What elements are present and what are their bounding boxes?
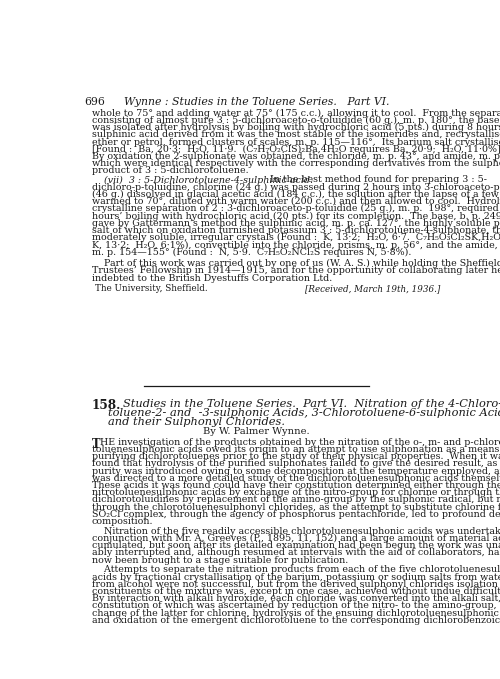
Text: (46 g.) dissolved in glacial acetic acid (184 c.c.), the solution after the laps: (46 g.) dissolved in glacial acetic acid…: [92, 190, 500, 199]
Text: Attempts to separate the nitration products from each of the five chlorotoluenes: Attempts to separate the nitration produ…: [92, 566, 500, 574]
Text: K, 13·2;  H₂O, 6·1%), convertible into the chloride, prisms, m. p. 56°, and the : K, 13·2; H₂O, 6·1%), convertible into th…: [92, 240, 500, 249]
Text: which were identical respectively with the corresponding derivatives from the su: which were identical respectively with t…: [92, 159, 500, 168]
Text: and their Sulphonyl Chlorides.: and their Sulphonyl Chlorides.: [108, 417, 285, 427]
Text: consisting of almost pure 3 : 5-dichloroaceto-o-toluidide (60 g.), m. p. 180°, t: consisting of almost pure 3 : 5-dichloro…: [92, 116, 500, 125]
Text: Wynne : Studies in the Toluene Series.   Part VI.: Wynne : Studies in the Toluene Series. P…: [124, 97, 389, 107]
Text: dichloro-p-toluidine, chlorine (24 g.) was passed during 2 hours into 3-chloroac: dichloro-p-toluidine, chlorine (24 g.) w…: [92, 183, 500, 191]
Text: These acids it was found could have their constitution determined either through: These acids it was found could have thei…: [92, 481, 500, 490]
Text: By interaction with alkali hydroxide, each chloride was converted into the alkal: By interaction with alkali hydroxide, ea…: [92, 594, 500, 603]
Text: acids by fractional crystallisation of the barium, potassium or sodium salts fro: acids by fractional crystallisation of t…: [92, 572, 500, 582]
Text: In the best method found for preparing 3 : 5-: In the best method found for preparing 3…: [264, 175, 487, 185]
Text: m. p. 154—155° (Found :  N, 5·9.  C₇H₅O₂NCl₂S requires N, 5·8%).: m. p. 154—155° (Found : N, 5·9. C₇H₅O₂NC…: [92, 248, 411, 257]
Text: HE investigation of the products obtained by the nitration of the o-, m- and p-c: HE investigation of the products obtaine…: [100, 438, 500, 447]
Text: The University, Sheffield.: The University, Sheffield.: [96, 285, 208, 293]
Text: now been brought to a stage suitable for publication.: now been brought to a stage suitable for…: [92, 555, 348, 565]
Text: hours’ boiling with hydrochloric acid (20 pts.) for its completion.  The base, b: hours’ boiling with hydrochloric acid (2…: [92, 212, 500, 221]
Text: [Found :  Ba, 20·3;  H₂O, 11·9.  (C₇H₇O₂ClS)₂Ba,4H₂O requires Ba, 20·9;  H₂O, 11: [Found : Ba, 20·3; H₂O, 11·9. (C₇H₇O₂ClS…: [92, 145, 500, 154]
Text: whole to 75° and adding water at 75° (175 c.c.), allowing it to cool.  From the : whole to 75° and adding water at 75° (17…: [92, 109, 500, 118]
Text: SO₂Cl complex, through the agency of phosphorus pentachloride, led to profound d: SO₂Cl complex, through the agency of pho…: [92, 510, 500, 519]
Text: constituents of the mixture was, except in one case, achieved without undue diff: constituents of the mixture was, except …: [92, 587, 500, 596]
Text: Trustees’ Fellowship in 1914—1915, and for the opportunity of collaborating late: Trustees’ Fellowship in 1914—1915, and f…: [92, 266, 500, 276]
Text: Studies in the Toluene Series.  Part VI.  Nitration of the 4-Chloro-: Studies in the Toluene Series. Part VI. …: [124, 399, 500, 409]
Text: toluenesulphonic acids owed its origin to an attempt to use sulphonation as a me: toluenesulphonic acids owed its origin t…: [92, 445, 500, 454]
Text: from alcohol were not successful, but from the derived sulphonyl chlorides isola: from alcohol were not successful, but fr…: [92, 580, 500, 589]
Text: dichlorotoluidines by replacement of the amino-group by the sulphonic radical, b: dichlorotoluidines by replacement of the…: [92, 496, 500, 504]
Text: toluene-2- and  -3-sulphonic Acids, 3-Chlorotoluene-6-sulphonic Acid: toluene-2- and -3-sulphonic Acids, 3-Chl…: [108, 408, 500, 418]
Text: was directed to a more detailed study of the dichlorotoluenesulphonic acids them: was directed to a more detailed study of…: [92, 474, 500, 483]
Text: purity was introduced owing to some decomposition at the temperature employed, a: purity was introduced owing to some deco…: [92, 466, 500, 475]
Text: (vii)  3 : 5-Dichlorotoluene-4-sulphinic acid.: (vii) 3 : 5-Dichlorotoluene-4-sulphinic …: [92, 175, 312, 185]
Text: 158.: 158.: [92, 399, 121, 411]
Text: moderately soluble, irregular crystals (Found :  K, 13·2;  H₂O, 6·7.  C₇H₅O₃Cl₂S: moderately soluble, irregular crystals (…: [92, 233, 500, 242]
Text: Nitration of the five readily accessible chlorotoluenesulphonic acids was undert: Nitration of the five readily accessible…: [92, 527, 500, 536]
Text: constitution of which was ascertained by reduction of the nitro- to the amino-gr: constitution of which was ascertained by…: [92, 602, 500, 610]
Text: nitrotoluenesulphonic acids by exchange of the nitro-group for chlorine or throu: nitrotoluenesulphonic acids by exchange …: [92, 488, 500, 497]
Text: salt of which on oxidation furnished potassium 3 : 5-dichlorotoluene-4-sulphonat: salt of which on oxidation furnished pot…: [92, 226, 500, 235]
Text: T: T: [92, 438, 100, 451]
Text: ether or petrol, formed clusters of scales, m. p. 115—116°.  Its barium salt cry: ether or petrol, formed clusters of scal…: [92, 138, 500, 147]
Text: Part of this work was carried out by one of us (W. A. S.) while holding the Shef: Part of this work was carried out by one…: [92, 259, 500, 268]
Text: purifying dichlorotoluenes prior to the study of their physical properties.  Whe: purifying dichlorotoluenes prior to the …: [92, 452, 500, 461]
Text: and oxidation of the emergent dichlorotoluene to the corresponding dichlorobenzo: and oxidation of the emergent dichloroto…: [92, 616, 500, 625]
Text: crystalline separation of 2 : 3-dichloroaceto-p-toluidide (25 g.), m. p.  198°, : crystalline separation of 2 : 3-dichloro…: [92, 204, 500, 213]
Text: product of 3 : 5-dichlorotoluene.: product of 3 : 5-dichlorotoluene.: [92, 166, 248, 175]
Text: found that hydrolysis of the purified sulphonates failed to give the desired res: found that hydrolysis of the purified su…: [92, 460, 500, 469]
Text: change of the latter for chlorine, hydrolysis of the ensuing dichlorotoluenesulp: change of the latter for chlorine, hydro…: [92, 608, 500, 618]
Text: cumulated, but soon after its detailed examination had been begun the work was u: cumulated, but soon after its detailed e…: [92, 541, 500, 550]
Text: gave by Gattermann’s method the sulphinic acid, m. p. ca. 127°, the highly solub: gave by Gattermann’s method the sulphini…: [92, 219, 500, 227]
Text: [Received, March 19th, 1936.]: [Received, March 19th, 1936.]: [305, 285, 440, 293]
Text: warmed to 70°, diluted with warm water (200 c.c.) and then allowed to cool.  Hyd: warmed to 70°, diluted with warm water (…: [92, 197, 500, 206]
Text: conjunction with Mr. A. Greeves (P., 1895, 11, 152) and a large amount of materi: conjunction with Mr. A. Greeves (P., 189…: [92, 534, 500, 543]
Text: composition.: composition.: [92, 517, 153, 526]
Text: 696: 696: [84, 97, 104, 107]
Text: By oxidation the 2-sulphonate was obtained, the chloride, m. p. 43°, and amide, : By oxidation the 2-sulphonate was obtain…: [92, 152, 500, 161]
Text: was isolated after hydrolysis by boiling with hydrochloric acid (5 pts.) during : was isolated after hydrolysis by boiling…: [92, 123, 500, 132]
Text: ably interrupted and, although resumed at intervals with the aid of collaborator: ably interrupted and, although resumed a…: [92, 549, 500, 557]
Text: sulphinic acid derived from it was the most stable of the isomerides and, recrys: sulphinic acid derived from it was the m…: [92, 130, 500, 139]
Text: By W. Palmer Wynne.: By W. Palmer Wynne.: [203, 427, 310, 436]
Text: indebted to the British Dyestuffs Corporation Ltd.: indebted to the British Dyestuffs Corpor…: [92, 274, 332, 282]
Text: through the chlorotoluenesulphonyl chlorides, as the attempt to substitute chlor: through the chlorotoluenesulphonyl chlor…: [92, 502, 500, 512]
